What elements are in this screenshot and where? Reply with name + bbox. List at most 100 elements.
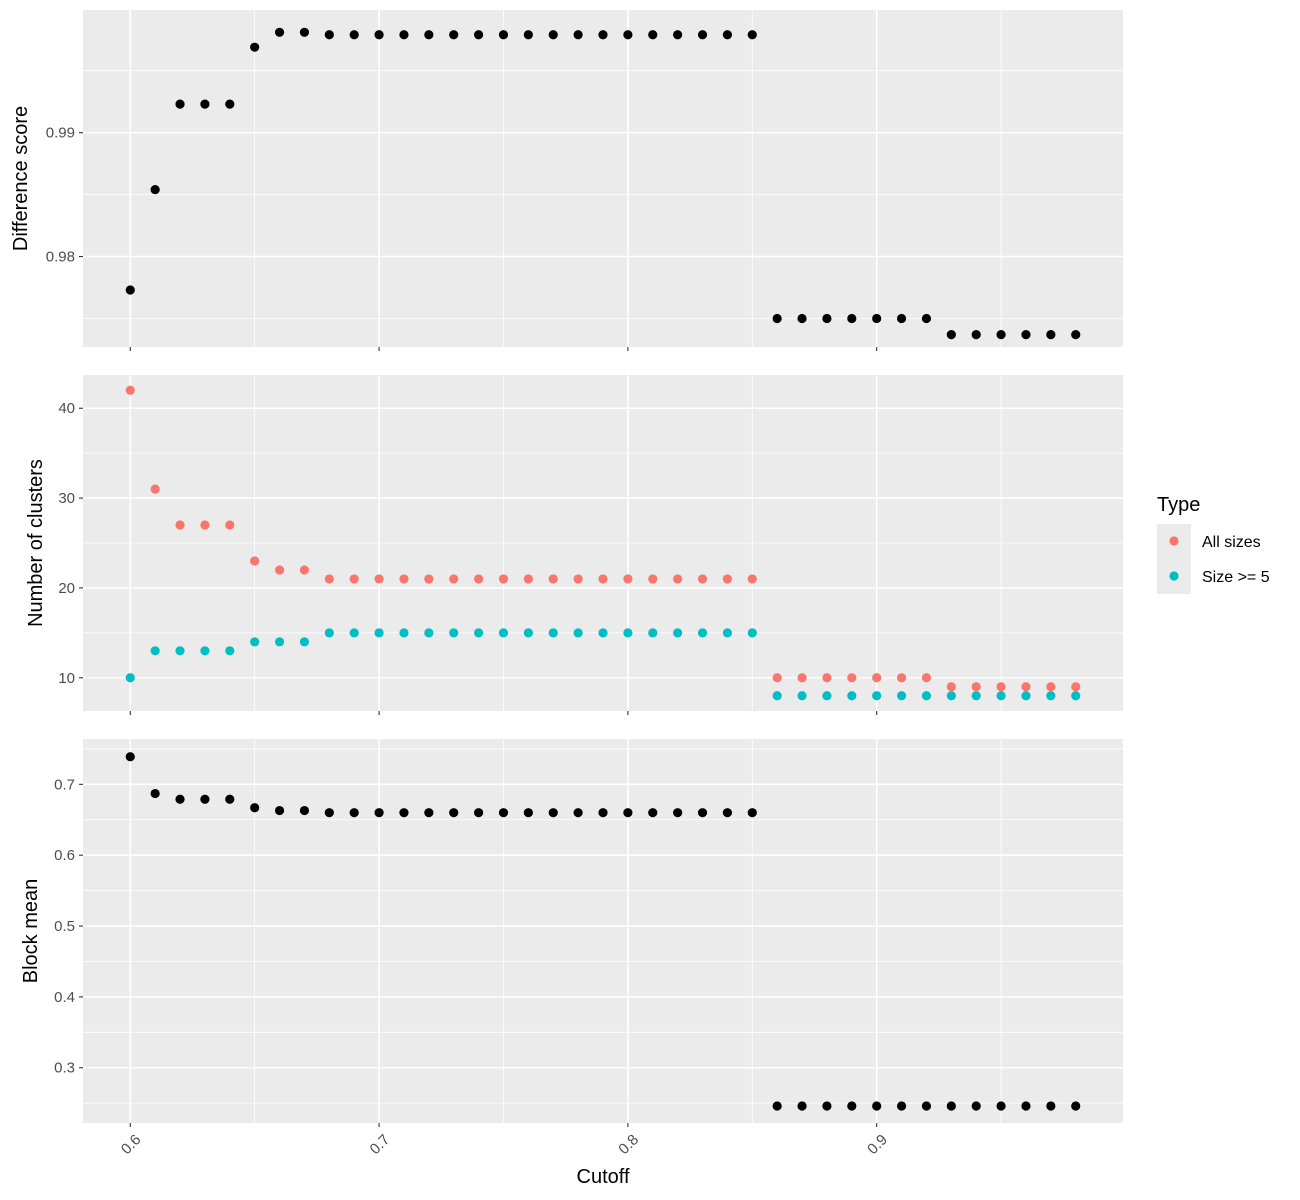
data-point (896, 1101, 907, 1111)
data-point (548, 574, 558, 584)
data-point (697, 628, 708, 638)
data-point (473, 30, 484, 40)
data-point (399, 574, 409, 584)
x-tick-label: 0.9 (864, 1131, 891, 1158)
panel-background (83, 739, 1123, 1123)
data-point (200, 646, 210, 656)
data-point (896, 673, 907, 683)
legend-key-background (1157, 524, 1191, 594)
data-point (797, 673, 807, 683)
data-point (250, 637, 260, 647)
data-point (573, 628, 583, 638)
data-point (548, 30, 558, 40)
data-point (648, 808, 658, 818)
data-point (847, 691, 857, 701)
panel-difference-score: 0.98 0.99 Difference score (10, 10, 1123, 351)
legend-label-size-5: Size >= 5 (1202, 569, 1270, 586)
data-point (498, 808, 509, 818)
data-point (548, 628, 558, 638)
data-point (250, 556, 260, 566)
data-point (324, 574, 334, 584)
data-point (399, 30, 409, 40)
data-point (772, 1101, 782, 1111)
data-point (1071, 691, 1081, 701)
data-point (697, 574, 708, 584)
data-point (722, 30, 733, 40)
data-point (125, 752, 135, 762)
data-point (847, 313, 857, 324)
data-point (772, 673, 782, 683)
data-point (299, 565, 310, 575)
data-point (374, 574, 384, 584)
data-point (225, 520, 235, 530)
series-all-sizes (125, 385, 1081, 692)
series-size-5 (125, 628, 1081, 701)
y-axis-title: Block mean (20, 879, 42, 984)
panel-number-of-clusters: 10 20 30 40 Number of clusters (25, 375, 1123, 715)
data-point (473, 628, 484, 638)
data-point (722, 808, 733, 818)
data-point (349, 574, 359, 584)
data-point (648, 628, 658, 638)
data-point (822, 1101, 832, 1111)
data-point (175, 794, 185, 804)
x-axis-title: Cutoff (577, 1166, 630, 1188)
legend-key-all-sizes (1169, 536, 1179, 546)
data-point (250, 803, 260, 813)
y-axis-title: Number of clusters (25, 459, 47, 627)
data-point (324, 628, 334, 638)
data-point (772, 691, 782, 701)
data-point (1071, 682, 1081, 692)
data-point (797, 691, 807, 701)
data-point (200, 99, 210, 109)
data-point (847, 673, 857, 683)
data-point (349, 628, 359, 638)
data-point (1046, 682, 1056, 692)
data-point (722, 574, 733, 584)
y-tick-label: 0.3 (54, 1060, 75, 1077)
data-point (473, 808, 484, 818)
data-point (872, 1101, 882, 1111)
data-point (324, 30, 334, 40)
data-point (150, 788, 160, 799)
data-point (921, 691, 932, 701)
data-point (747, 30, 757, 40)
y-tick-label: 0.7 (54, 776, 75, 793)
legend: Type All sizes Size >= 5 (1157, 494, 1270, 594)
data-point (747, 574, 757, 584)
data-point (822, 691, 832, 701)
data-point (872, 313, 882, 324)
data-point (971, 682, 981, 692)
data-point (946, 691, 956, 701)
data-point (623, 30, 633, 40)
legend-key-size-5 (1169, 571, 1179, 581)
data-point (200, 520, 210, 530)
data-point (1071, 330, 1081, 340)
data-point (1021, 330, 1031, 340)
data-point (424, 574, 434, 584)
data-point (1021, 1101, 1031, 1111)
data-point (673, 628, 683, 638)
data-point (498, 574, 509, 584)
data-point (697, 808, 708, 818)
data-point (1046, 691, 1056, 701)
data-point (424, 30, 434, 40)
data-point (299, 27, 310, 37)
series-series (125, 27, 1081, 340)
data-point (921, 673, 932, 683)
data-point (399, 808, 409, 818)
data-point (349, 30, 359, 40)
data-point (797, 313, 807, 324)
data-point (772, 313, 782, 324)
data-point (1046, 330, 1056, 340)
data-point (896, 691, 907, 701)
data-point (598, 30, 608, 40)
panels: 0.98 0.99 Difference score 10 20 30 40 Number o… (10, 10, 1123, 1158)
data-point (498, 628, 509, 638)
data-point (125, 285, 135, 295)
data-point (324, 808, 334, 818)
data-point (523, 808, 533, 818)
y-tick-label: 0.4 (54, 989, 75, 1006)
data-point (349, 808, 359, 818)
